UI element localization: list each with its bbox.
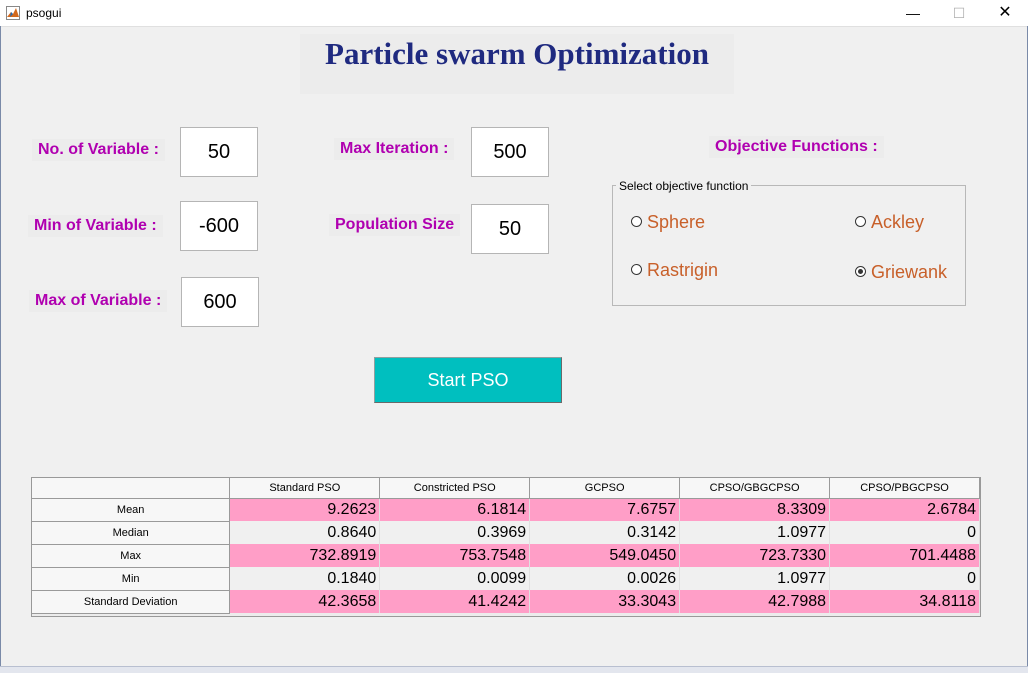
row-header[interactable]: Standard Deviation (32, 590, 231, 614)
column-header[interactable]: Standard PSO (229, 478, 381, 499)
table-cell[interactable]: 34.8118 (829, 590, 980, 613)
pop-size-input[interactable]: 50 (471, 204, 549, 254)
objective-heading: Objective Functions : (709, 136, 884, 158)
minimize-button[interactable]: — (906, 5, 920, 21)
table-cell[interactable]: 701.4488 (829, 544, 980, 567)
radio-button-icon[interactable] (855, 216, 866, 227)
table-cell[interactable]: 0.0026 (529, 567, 681, 590)
max-iter-label: Max Iteration : (334, 138, 455, 160)
table-cell[interactable]: 33.3043 (529, 590, 681, 613)
table-cell[interactable]: 9.2623 (229, 498, 381, 521)
table-cell[interactable]: 0.3969 (379, 521, 531, 544)
radio-griewank-label: Griewank (871, 262, 948, 282)
radio-button-checked-icon[interactable] (855, 266, 866, 277)
table-cell[interactable]: 723.7330 (679, 544, 831, 567)
table-cell[interactable]: 0.1840 (229, 567, 381, 590)
column-header[interactable]: GCPSO (529, 478, 681, 499)
page-title: Particle swarm Optimization (325, 36, 709, 71)
table-cell[interactable]: 0.3142 (529, 521, 681, 544)
table-cell[interactable]: 0 (829, 567, 980, 590)
column-header[interactable]: CPSO/PBGCPSO (829, 478, 980, 499)
table-cell[interactable]: 7.6757 (529, 498, 681, 521)
close-button[interactable]: ✕ (998, 4, 1012, 21)
results-table: Standard PSO Constricted PSO GCPSO CPSO/… (31, 477, 981, 617)
num-vars-label: No. of Variable : (32, 139, 165, 161)
table-cell[interactable]: 8.3309 (679, 498, 831, 521)
row-header[interactable]: Min (32, 567, 231, 591)
table-row: Min 0.1840 0.0099 0.0026 1.0977 0 (32, 567, 980, 591)
window-titlebar: psogui — ☐ ✕ (0, 0, 1028, 27)
row-header[interactable]: Mean (32, 498, 231, 522)
window-title: psogui (26, 6, 62, 20)
objective-group-box (612, 185, 966, 306)
table-cell[interactable]: 1.0977 (679, 567, 831, 590)
table-cell[interactable]: 0.8640 (229, 521, 381, 544)
table-cell[interactable]: 1.0977 (679, 521, 831, 544)
radio-ackley-label: Ackley (871, 212, 925, 232)
window-border-left (0, 26, 1, 672)
table-row: Median 0.8640 0.3969 0.3142 1.0977 0 (32, 521, 980, 545)
table-cell[interactable]: 6.1814 (379, 498, 531, 521)
corner-cell (32, 478, 231, 499)
radio-button-icon[interactable] (631, 264, 642, 275)
table-cell[interactable]: 732.8919 (229, 544, 381, 567)
table-row: Standard Deviation 42.3658 41.4242 33.30… (32, 590, 980, 614)
table-cell[interactable]: 0.0099 (379, 567, 531, 590)
table-header-row: Standard PSO Constricted PSO GCPSO CPSO/… (32, 478, 980, 499)
num-vars-input[interactable]: 50 (180, 127, 258, 177)
min-var-input[interactable]: -600 (180, 201, 258, 251)
table-row: Max 732.8919 753.7548 549.0450 723.7330 … (32, 544, 980, 568)
max-var-label: Max of Variable : (29, 290, 168, 312)
row-header[interactable]: Max (32, 544, 231, 568)
table-row: Mean 9.2623 6.1814 7.6757 8.3309 2.6784 (32, 498, 980, 522)
start-pso-button[interactable]: Start PSO (374, 357, 562, 403)
pop-size-label: Population Size (329, 214, 461, 236)
table-cell[interactable]: 549.0450 (529, 544, 681, 567)
table-cell[interactable]: 0 (829, 521, 980, 544)
results-grid: Standard PSO Constricted PSO GCPSO CPSO/… (32, 478, 980, 614)
table-cell[interactable]: 2.6784 (829, 498, 980, 521)
header-panel: Particle swarm Optimization (300, 34, 734, 94)
objective-group-title: Select objective function (616, 179, 752, 193)
window-border-bottom (0, 666, 1028, 673)
table-cell[interactable]: 42.7988 (679, 590, 831, 613)
table-cell[interactable]: 41.4242 (379, 590, 531, 613)
max-iter-input[interactable]: 500 (471, 127, 549, 177)
column-header[interactable]: Constricted PSO (379, 478, 531, 499)
maximize-button[interactable]: ☐ (952, 5, 966, 21)
radio-button-icon[interactable] (631, 216, 642, 227)
column-header[interactable]: CPSO/GBGCPSO (679, 478, 831, 499)
matlab-icon (6, 6, 20, 20)
min-var-label: Min of Variable : (28, 215, 163, 237)
radio-rastrigin-label: Rastrigin (647, 260, 719, 280)
max-var-input[interactable]: 600 (181, 277, 259, 327)
table-cell[interactable]: 753.7548 (379, 544, 531, 567)
table-cell[interactable]: 42.3658 (229, 590, 381, 613)
radio-sphere-label: Sphere (647, 212, 706, 232)
row-header[interactable]: Median (32, 521, 231, 545)
